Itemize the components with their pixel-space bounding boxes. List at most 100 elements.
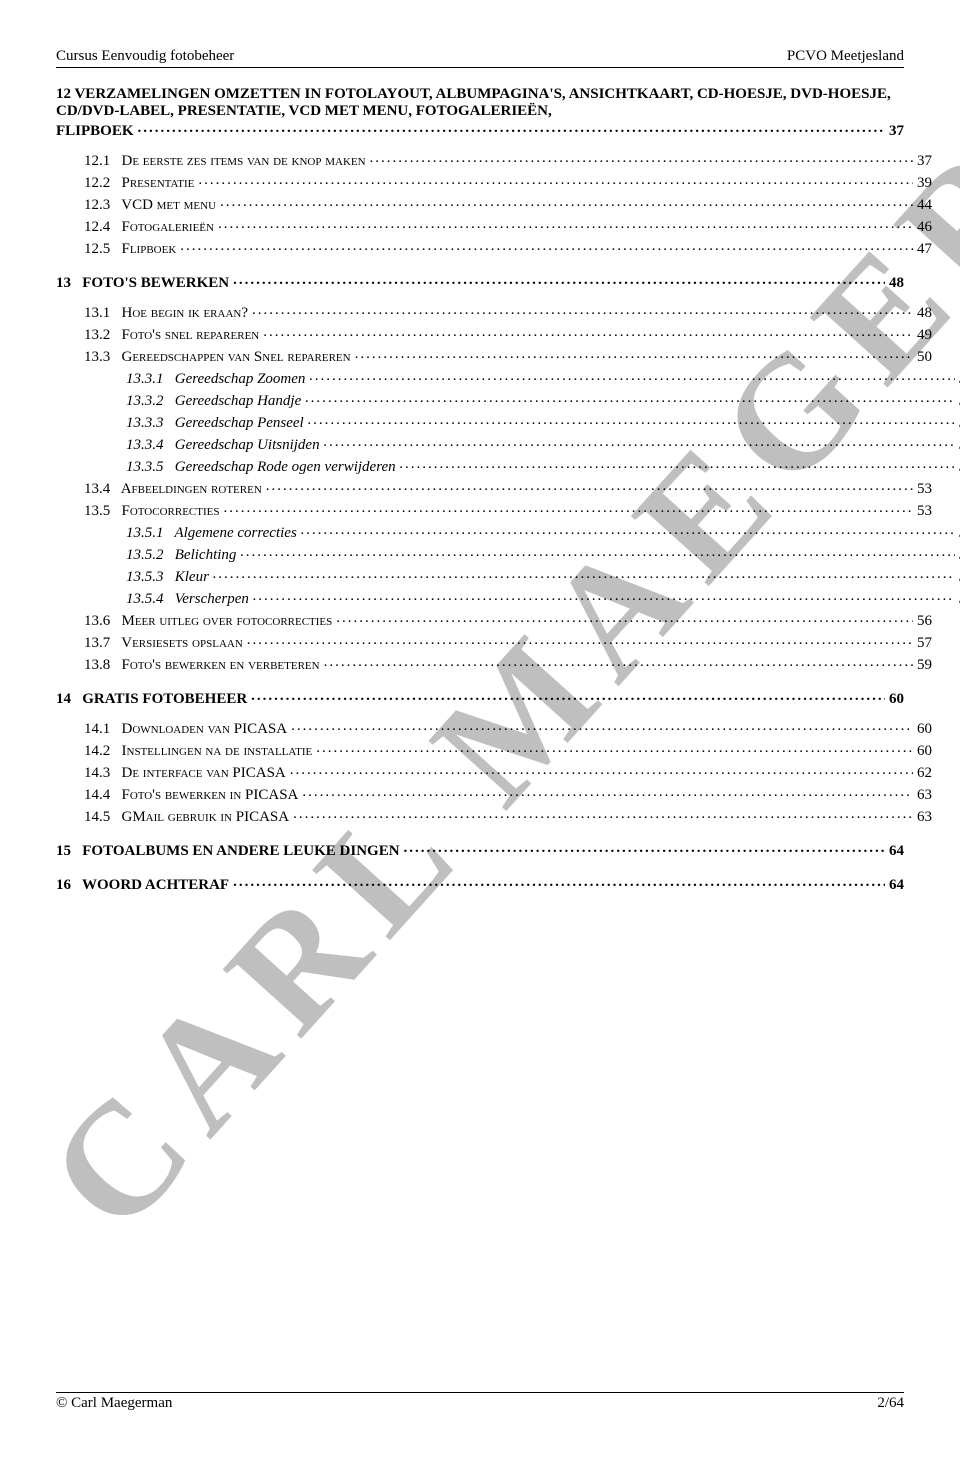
toc-entry: 13.5.1 Algemene correcties53	[126, 522, 960, 542]
toc-leaders	[355, 346, 913, 361]
toc-entry-page: 53	[917, 481, 932, 498]
toc-entry-page: 50	[917, 349, 932, 366]
toc-entry: 12.2 Presentatie39	[84, 172, 932, 192]
toc-entry: 12.4 Fotogalerieën46	[84, 216, 932, 236]
toc-leaders	[404, 840, 885, 855]
toc-leaders	[213, 566, 955, 581]
toc-entry-label: 13.4 Afbeeldingen roteren	[84, 481, 262, 498]
toc-entry-page: 46	[917, 219, 932, 236]
toc-leaders	[308, 412, 955, 427]
toc-entry-page: 63	[917, 787, 932, 804]
toc-entry-page: 37	[889, 123, 904, 140]
toc-entry-page: 39	[917, 175, 932, 192]
toc-leaders	[293, 806, 913, 821]
header-right: PCVO Meetjesland	[787, 48, 904, 65]
toc-entry-page: 60	[889, 691, 904, 708]
toc-entry-label: 12.5 Flipboek	[84, 241, 176, 258]
toc-entry: 13.3.4 Gereedschap Uitsnijden52	[126, 434, 960, 454]
toc-entry: 13.3.3 Gereedschap Penseel51	[126, 412, 960, 432]
toc-entry-label: 13.1 Hoe begin ik eraan?	[84, 305, 248, 322]
toc-entry: 13.7 Versiesets opslaan 57	[84, 632, 932, 652]
toc-leaders	[316, 740, 913, 755]
toc-entry: 14.4 Foto's bewerken in PICASA 63	[84, 784, 932, 804]
toc-leaders	[324, 654, 913, 669]
toc-entry-page: 48	[917, 305, 932, 322]
toc-entry-label: 13.3.1 Gereedschap Zoomen	[126, 371, 305, 388]
toc-entry: 13.3 Gereedschappen van Snel repareren 50	[84, 346, 932, 366]
toc-entry: 13.3.5 Gereedschap Rode ogen verwijderen…	[126, 456, 960, 476]
toc-entry-label: 16 WOORD ACHTERAF	[56, 877, 229, 894]
toc-leaders	[252, 302, 913, 317]
toc-entry: 13.5.2 Belichting54	[126, 544, 960, 564]
toc-entry-label: 13.7 Versiesets opslaan	[84, 635, 243, 652]
toc-leaders	[198, 172, 913, 187]
toc-leaders	[251, 688, 885, 703]
toc-entry-page: 56	[917, 613, 932, 630]
toc-entry-page: 57	[917, 635, 932, 652]
toc-entry-label: 13.5.4 Verscherpen	[126, 591, 249, 608]
toc-entry-label: 14.1 Downloaden van PICASA	[84, 721, 287, 738]
toc-entry: 13.4 Afbeeldingen roteren 53	[84, 478, 932, 498]
toc-entry: 13.6 Meer uitleg over fotocorrecties56	[84, 610, 932, 630]
toc-leaders	[233, 874, 885, 889]
toc-entry-page: 60	[917, 721, 932, 738]
toc-entry-label: 14.4 Foto's bewerken in PICASA	[84, 787, 298, 804]
footer-right: 2/64	[877, 1395, 904, 1412]
toc-entry: 12.3 VCD met menu 44	[84, 194, 932, 214]
toc-entry-label: 13.5.2 Belichting	[126, 547, 236, 564]
toc-leaders	[253, 588, 955, 603]
toc-entry-label: 13.3.4 Gereedschap Uitsnijden	[126, 437, 320, 454]
toc-leaders	[324, 434, 955, 449]
toc-entry-page: 63	[917, 809, 932, 826]
toc-entry-page: 49	[917, 327, 932, 344]
toc-entry: 13.1 Hoe begin ik eraan? 48	[84, 302, 932, 322]
toc-leaders	[218, 216, 913, 231]
toc-entry-label: 13.3 Gereedschappen van Snel repareren	[84, 349, 351, 366]
header-left: Cursus Eenvoudig fotobeheer	[56, 48, 234, 65]
toc-entry-page: 47	[917, 241, 932, 258]
toc-leaders	[233, 272, 885, 287]
toc-leaders	[180, 238, 913, 253]
toc-entry-label: 14 GRATIS FOTOBEHEER	[56, 691, 247, 708]
toc-entry-label: 13.3.3 Gereedschap Penseel	[126, 415, 304, 432]
toc-entry-page: 59	[917, 657, 932, 674]
toc-entry: 13.8 Foto's bewerken en verbeteren 59	[84, 654, 932, 674]
toc-entry: 12 VERZAMELINGEN OMZETTEN IN FOTOLAYOUT,…	[56, 86, 904, 140]
toc-leaders	[223, 500, 913, 515]
toc-entry: 13.3.1 Gereedschap Zoomen50	[126, 368, 960, 388]
toc-entry: 13.5 Fotocorrecties53	[84, 500, 932, 520]
toc-entry-label: 12.1 De eerste zes items van de knop mak…	[84, 153, 366, 170]
toc-entry-label: 12.3 VCD met menu	[84, 197, 216, 214]
page-footer: © Carl Maegerman 2/64	[56, 1392, 904, 1412]
toc-entry: 16 WOORD ACHTERAF 64	[56, 874, 904, 894]
toc-entry: 12.1 De eerste zes items van de knop mak…	[84, 150, 932, 170]
toc-leaders	[400, 456, 955, 471]
toc-entry-page: 64	[889, 843, 904, 860]
toc-entry-label: 13.3.2 Gereedschap Handje	[126, 393, 301, 410]
toc-leaders	[266, 478, 913, 493]
toc-entry-page: 44	[917, 197, 932, 214]
toc-entry-label: 13.5.3 Kleur	[126, 569, 209, 586]
toc-leaders	[263, 324, 913, 339]
footer-left: © Carl Maegerman	[56, 1395, 172, 1412]
toc-leaders	[309, 368, 955, 383]
toc-entry: 13.5.3 Kleur55	[126, 566, 960, 586]
toc-entry: 13 FOTO'S BEWERKEN48	[56, 272, 904, 292]
toc-entry-label: 13.5 Fotocorrecties	[84, 503, 219, 520]
page-header: Cursus Eenvoudig fotobeheer PCVO Meetjes…	[56, 48, 904, 68]
toc-entry-label: 13.8 Foto's bewerken en verbeteren	[84, 657, 320, 674]
toc-entry-label: 12 VERZAMELINGEN OMZETTEN IN FOTOLAYOUT,…	[56, 86, 904, 120]
toc-entry-label-tail: FLIPBOEK	[56, 123, 134, 140]
toc-entry-label: 14.3 De interface van PICASA	[84, 765, 286, 782]
toc-entry-page: 64	[889, 877, 904, 894]
toc-entry: 13.2 Foto's snel repareren 49	[84, 324, 932, 344]
toc-entry-label: 15 FOTOALBUMS EN ANDERE LEUKE DINGEN	[56, 843, 400, 860]
toc-entry: 13.3.2 Gereedschap Handje50	[126, 390, 960, 410]
toc-entry-label: 13.2 Foto's snel repareren	[84, 327, 259, 344]
toc-leaders	[247, 632, 913, 647]
toc-entry: 15 FOTOALBUMS EN ANDERE LEUKE DINGEN 64	[56, 840, 904, 860]
toc-entry: 14.1 Downloaden van PICASA 60	[84, 718, 932, 738]
toc-entry-page: 37	[917, 153, 932, 170]
toc-leaders	[305, 390, 955, 405]
toc-leaders	[220, 194, 913, 209]
